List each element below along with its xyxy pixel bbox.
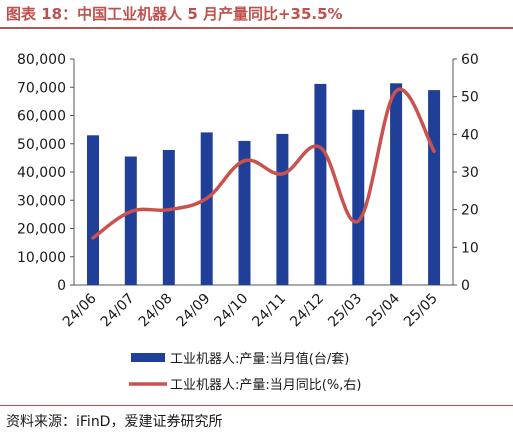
right-tick-label: 50 <box>461 90 479 106</box>
bar-24-06 <box>87 135 99 285</box>
bar-24-08 <box>162 150 175 285</box>
x-tick-label: 24/09 <box>174 291 214 331</box>
left-tick-label: 20,000 <box>17 222 66 238</box>
left-tick-label: 80,000 <box>17 52 66 68</box>
x-tick-label: 24/07 <box>98 291 138 331</box>
right-tick-label: 30 <box>461 165 479 181</box>
source-rule <box>0 405 513 406</box>
x-tick-label: 24/08 <box>136 291 176 331</box>
bar-24-12 <box>314 83 327 286</box>
left-tick-label: 70,000 <box>17 80 66 96</box>
bar-24-10 <box>238 140 251 285</box>
bar-25-04 <box>390 83 403 285</box>
left-tick-label: 30,000 <box>17 193 66 209</box>
right-tick-label: 40 <box>461 127 479 143</box>
bar-25-05 <box>428 90 441 285</box>
right-tick-label: 10 <box>461 240 479 256</box>
right-tick-label: 20 <box>461 203 479 219</box>
x-axis-ticks: 24/0624/0724/0824/0924/1024/1124/1225/03… <box>60 290 441 330</box>
left-tick-label: 50,000 <box>17 137 66 153</box>
left-tick-label: 40,000 <box>17 165 66 181</box>
x-tick-label: 25/03 <box>325 291 365 331</box>
bar-25-03 <box>352 109 365 285</box>
plot-area: 0 10,000 20,000 30,000 40,000 50,000 60,000 70,… <box>17 52 479 330</box>
x-tick-label: 25/05 <box>401 291 441 331</box>
x-tick-label: 24/12 <box>287 291 327 331</box>
right-tick-label: 60 <box>461 52 479 68</box>
left-tick-label: 0 <box>57 278 66 294</box>
bar-24-09 <box>200 132 213 285</box>
bar-24-07 <box>124 156 137 285</box>
right-axis-ticks: 0 10 20 30 40 50 60 <box>453 52 479 294</box>
bar-24-11 <box>276 133 289 285</box>
left-tick-label: 60,000 <box>17 109 66 125</box>
x-tick-label: 25/04 <box>363 290 403 330</box>
yoy-line-series <box>91 87 436 240</box>
bar-series <box>87 83 441 286</box>
legend: 工业机器人:产量:当月值(台/套) 工业机器人:产量:当月同比(%,右) <box>129 351 361 393</box>
right-tick-label: 0 <box>461 278 470 294</box>
source-note: 资料来源：iFinD，爱建证券研究所 <box>6 414 223 430</box>
chart-title: 图表 18：中国工业机器人 5 月产量同比+35.5% <box>6 5 343 23</box>
left-axis-ticks: 0 10,000 20,000 30,000 40,000 50,000 60,000 70,… <box>17 52 74 294</box>
chart-area: 0 10,000 20,000 30,000 40,000 50,000 60,000 70,… <box>17 52 479 393</box>
x-tick-label: 24/11 <box>249 291 289 331</box>
title-rule <box>0 27 513 29</box>
x-tick-label: 24/10 <box>212 291 252 331</box>
legend-bar-swatch <box>131 353 165 362</box>
legend-bar-label: 工业机器人:产量:当月值(台/套) <box>170 351 349 367</box>
legend-line-label: 工业机器人:产量:当月同比(%,右) <box>170 378 361 393</box>
left-tick-label: 10,000 <box>17 250 66 266</box>
x-tick-label: 24/06 <box>60 290 100 330</box>
